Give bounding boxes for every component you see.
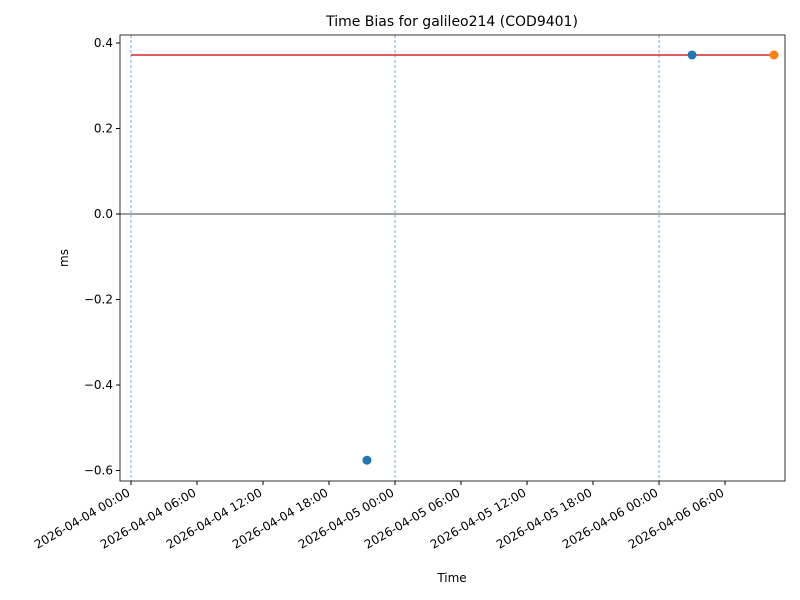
y-tick-label: −0.4 xyxy=(84,378,113,392)
point xyxy=(769,50,779,60)
chart-title: Time Bias for galileo214 (COD9401) xyxy=(325,14,578,30)
y-axis-label: ms xyxy=(57,249,71,267)
x-axis-label: Time xyxy=(436,571,466,585)
point xyxy=(687,50,697,60)
y-tick-label: 0.0 xyxy=(94,207,113,221)
y-tick-label: 0.2 xyxy=(94,121,113,135)
y-tick-label: −0.6 xyxy=(84,463,113,477)
y-tick-label: −0.2 xyxy=(84,292,113,306)
point xyxy=(362,455,372,465)
y-tick-label: 0.4 xyxy=(94,36,113,50)
plot-frame xyxy=(119,34,786,482)
